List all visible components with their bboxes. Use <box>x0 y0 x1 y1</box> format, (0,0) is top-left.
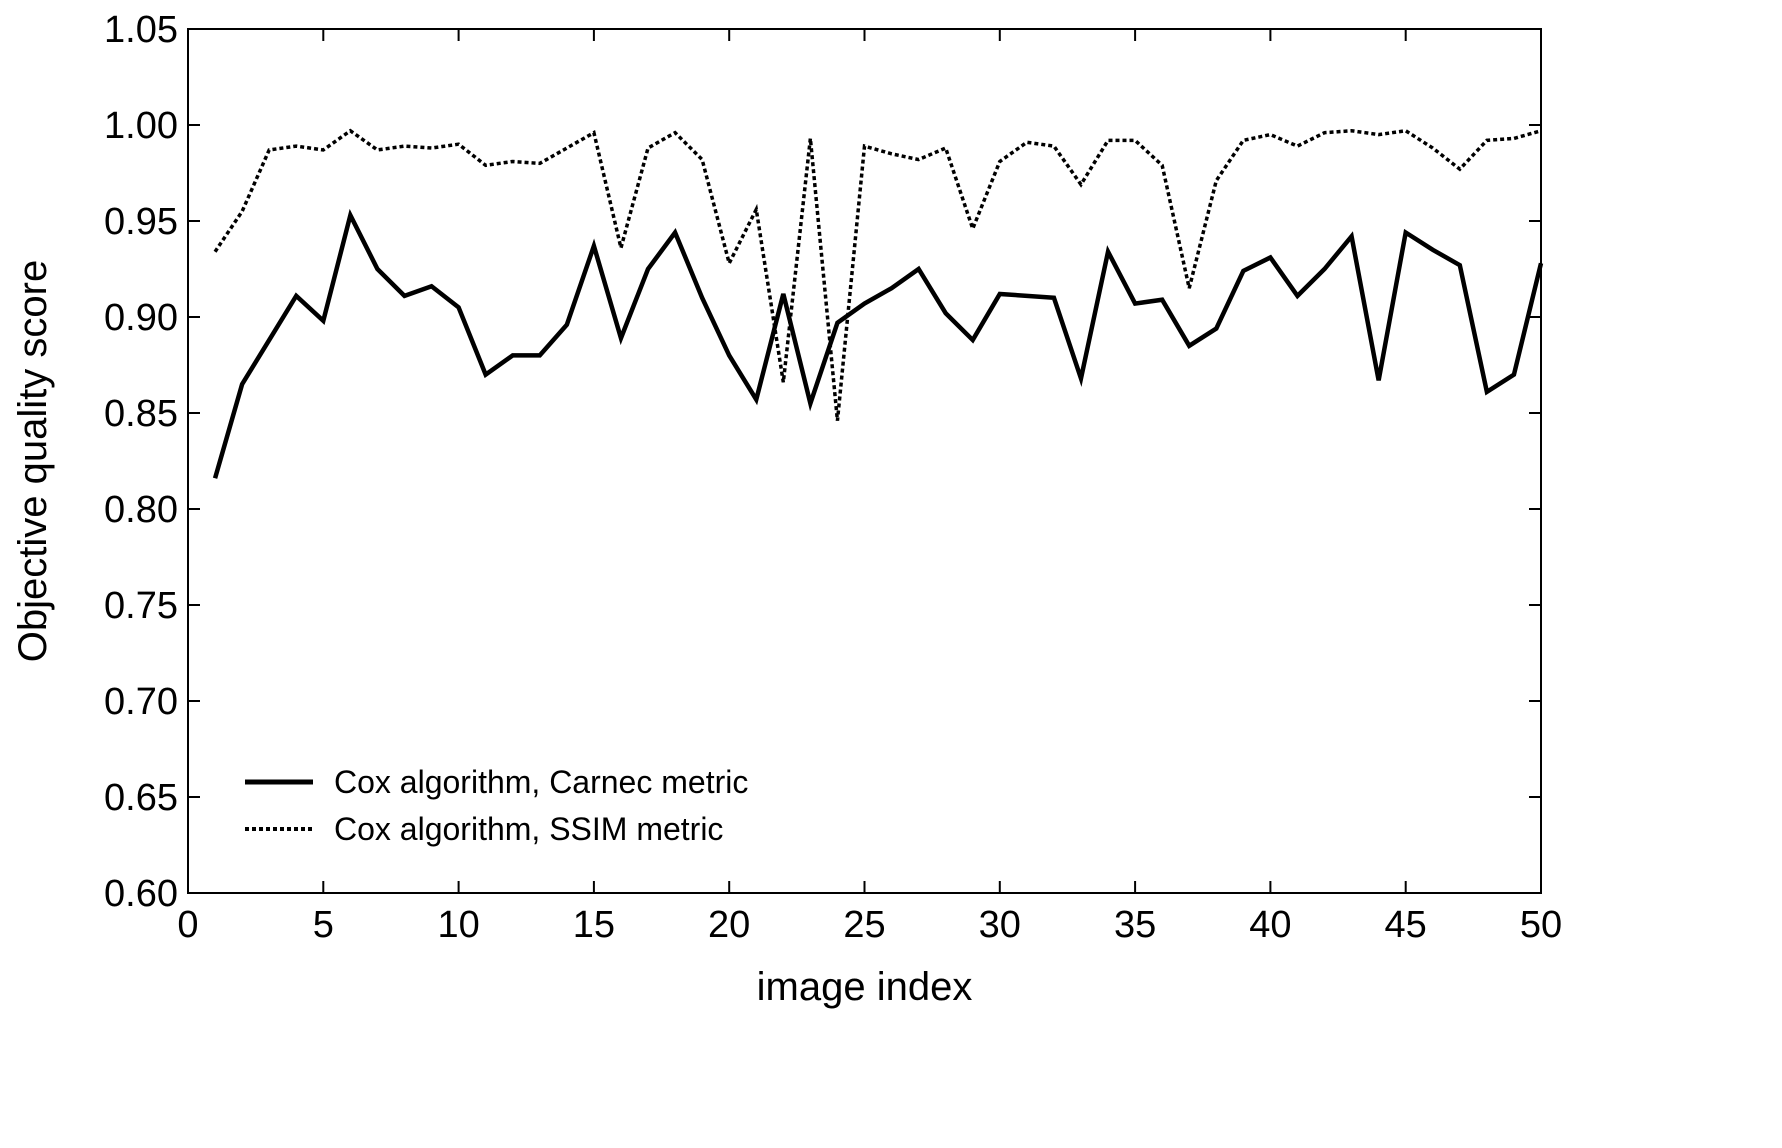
legend-label-ssim: Cox algorithm, SSIM metric <box>334 811 723 847</box>
x-tick-label: 40 <box>1249 904 1291 946</box>
series-line-ssim <box>213 128 1542 421</box>
x-tick-label: 35 <box>1114 904 1156 946</box>
x-tick-label: 45 <box>1385 904 1427 946</box>
series-line-carnec <box>212 208 1544 479</box>
x-tick-label: 15 <box>573 904 615 946</box>
y-tick-label: 0.85 <box>104 393 178 435</box>
y-tick-label: 0.75 <box>104 585 178 627</box>
y-tick-label: 0.80 <box>104 489 178 531</box>
legend: Cox algorithm, Carnec metric Cox algorit… <box>245 764 748 847</box>
y-axis-label: Objective quality score <box>11 260 55 662</box>
series-layer <box>212 128 1544 479</box>
x-tick-label: 0 <box>177 904 198 946</box>
y-tick-label: 1.05 <box>104 9 178 51</box>
y-tick-label: 1.00 <box>104 105 178 147</box>
y-tick-label: 0.90 <box>104 297 178 339</box>
legend-label-carnec: Cox algorithm, Carnec metric <box>334 764 748 800</box>
y-tick-label: 0.60 <box>104 873 178 915</box>
x-tick-label: 50 <box>1520 904 1562 946</box>
x-tick-label: 5 <box>313 904 334 946</box>
x-axis-label: image index <box>757 965 973 1009</box>
y-tick-label: 0.65 <box>104 777 178 819</box>
y-tick-label: 0.70 <box>104 681 178 723</box>
x-tick-label: 20 <box>708 904 750 946</box>
plot-frame <box>187 28 1542 894</box>
x-axis: 0 5 10 15 20 25 30 35 40 45 50 <box>177 29 1562 946</box>
x-tick-label: 10 <box>437 904 479 946</box>
y-axis: 0.60 0.65 0.70 0.75 0.80 0.85 0.90 0.95 1.00 1.05 <box>104 9 1541 915</box>
x-tick-label: 25 <box>843 904 885 946</box>
y-tick-label: 0.95 <box>104 201 178 243</box>
x-tick-label: 30 <box>979 904 1021 946</box>
